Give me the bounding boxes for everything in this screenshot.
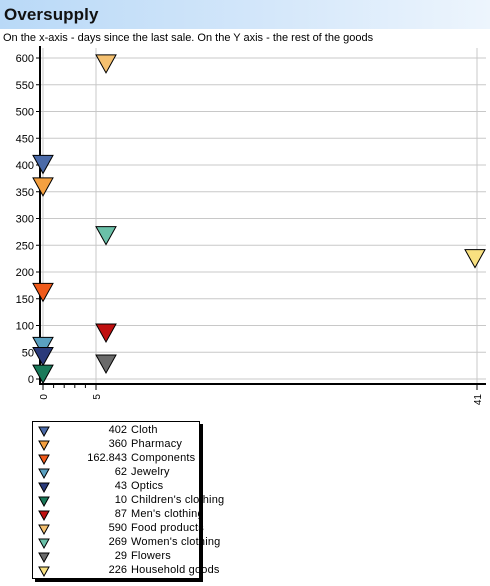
legend-marker-icon xyxy=(38,566,50,577)
legend-value: 62 xyxy=(114,466,127,478)
legend-label: Flowers xyxy=(131,550,171,562)
legend-marker-icon xyxy=(38,524,50,535)
data-point-men-s-clothing xyxy=(95,323,117,343)
legend-item: 590 Food products xyxy=(33,522,204,536)
legend-marker-icon xyxy=(38,426,50,437)
chart-legend: 402 Cloth 360 Pharmacy 162.843 Components 62 Je… xyxy=(32,421,224,579)
data-point-pharmacy xyxy=(32,177,54,197)
y-tick-label: 600 xyxy=(16,53,34,65)
page-title: Oversupply xyxy=(4,5,99,24)
legend-label: Children's clothing xyxy=(131,494,225,506)
x-tick-label: 41 xyxy=(473,394,484,406)
legend-marker-icon xyxy=(38,538,50,549)
legend-item: 226 Household goods xyxy=(33,564,219,578)
legend-label: Pharmacy xyxy=(131,438,183,450)
legend-label: Men's clothing xyxy=(131,508,204,520)
legend-item: 360 Pharmacy xyxy=(33,438,199,452)
y-tick-label: 150 xyxy=(16,294,34,306)
y-tick-label: 200 xyxy=(16,267,34,279)
chart-subtitle: On the x-axis - days since the last sale… xyxy=(3,32,374,44)
y-tick-label: 50 xyxy=(22,347,34,359)
y-tick-label: 100 xyxy=(16,321,34,333)
legend-label: Women's clothing xyxy=(131,536,221,548)
data-point-jewelry xyxy=(32,336,54,357)
data-point-flowers xyxy=(95,354,117,375)
legend-item: 10 Children's clothing xyxy=(33,494,224,508)
legend-value: 590 xyxy=(108,522,127,534)
legend-marker-icon xyxy=(38,496,50,507)
plot-area xyxy=(40,48,486,384)
legend-marker-icon xyxy=(38,440,50,451)
x-tick-label: 5 xyxy=(92,394,103,400)
data-point-children-s-clothing xyxy=(32,364,54,385)
legend-label: Cloth xyxy=(131,424,158,436)
legend-item: 62 Jewelry xyxy=(33,466,199,480)
data-point-components xyxy=(32,282,54,303)
legend-value: 402 xyxy=(108,424,127,436)
legend-value: 360 xyxy=(108,438,127,450)
legend-label: Jewelry xyxy=(131,466,170,478)
legend-value: 269 xyxy=(108,536,127,548)
header-bar: Oversupply xyxy=(0,0,490,29)
y-tick-label: 450 xyxy=(16,133,34,145)
y-tick-label: 350 xyxy=(16,187,34,199)
y-tick-label: 250 xyxy=(16,240,34,252)
legend-label: Components xyxy=(131,452,196,464)
y-tick-label: 400 xyxy=(16,160,34,172)
scatter-chart: 0 50 100 150 200 250 300 350 400 450 500 550 600 0 5 41 xyxy=(16,46,486,406)
data-point-food-products xyxy=(95,54,117,74)
data-point-optics xyxy=(32,346,54,367)
legend-item: 269 Women's clothing xyxy=(33,536,220,550)
legend-marker-icon xyxy=(38,454,50,465)
legend-value: 226 xyxy=(108,564,127,576)
legend-marker-icon xyxy=(38,482,50,493)
legend-label: Food products xyxy=(131,522,204,534)
legend-value: 87 xyxy=(114,508,127,520)
legend-value: 162.843 xyxy=(87,452,127,464)
legend-value: 29 xyxy=(114,550,127,562)
legend-item: 402 Cloth xyxy=(33,424,199,438)
legend-label: Household goods xyxy=(131,564,220,576)
x-tick-label: 0 xyxy=(39,394,50,400)
legend-marker-icon xyxy=(38,468,50,479)
legend-marker-icon xyxy=(38,510,50,521)
y-tick-label: 0 xyxy=(28,374,34,386)
legend-item: 43 Optics xyxy=(33,480,199,494)
legend-item: 29 Flowers xyxy=(33,550,199,564)
legend-label: Optics xyxy=(131,480,164,492)
data-point-cloth xyxy=(32,154,54,175)
y-tick-label: 550 xyxy=(16,80,34,92)
legend-item: 87 Men's clothing xyxy=(33,508,204,522)
y-tick-label: 500 xyxy=(16,107,34,119)
data-point-household-goods xyxy=(464,249,486,269)
y-tick-label: 300 xyxy=(16,214,34,226)
legend-marker-icon xyxy=(38,552,50,563)
data-point-women-s-clothing xyxy=(95,226,117,246)
legend-value: 43 xyxy=(114,480,127,492)
legend-value: 10 xyxy=(114,494,127,506)
legend-item: 162.843 Components xyxy=(33,452,199,466)
